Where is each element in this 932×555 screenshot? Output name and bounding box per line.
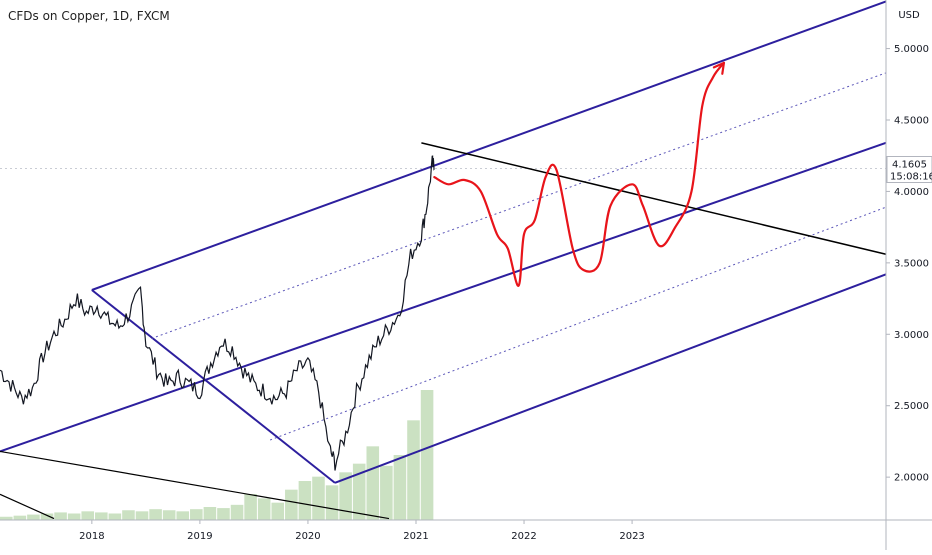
volume-bar — [0, 516, 13, 520]
volume-bar — [135, 511, 149, 520]
volume-bar — [257, 498, 271, 520]
volume-bar — [203, 507, 217, 520]
y-tick-label: 4.0000 — [894, 187, 929, 198]
x-tick-label: 2018 — [79, 531, 104, 542]
support-trendline — [0, 450, 390, 520]
y-tick-label: 2.5000 — [894, 401, 929, 412]
y-tick-label: 3.5000 — [894, 258, 929, 269]
volume-bar — [27, 514, 40, 520]
channel-dotted-line — [269, 206, 887, 441]
volume-bar — [95, 512, 108, 520]
chart-title: CFDs on Copper, 1D, FXCM — [6, 9, 172, 23]
channel-anchor-line — [91, 289, 336, 484]
volume-bar — [312, 476, 325, 520]
volume-bar — [420, 390, 434, 520]
projection-layer — [433, 61, 726, 287]
y-tick-label: 3.0000 — [894, 330, 929, 341]
projection-arrowhead — [712, 61, 726, 75]
volume-bar — [393, 455, 407, 520]
x-tick-label: 2023 — [619, 531, 644, 542]
y-tick-label: 4.5000 — [894, 116, 929, 127]
volume-bar — [244, 494, 257, 520]
volume-bar — [190, 509, 203, 520]
y-tick-label: 5.0000 — [894, 44, 929, 55]
projection-path — [433, 61, 725, 287]
volume-bar — [407, 420, 420, 520]
last-price-value: 4.1605 — [892, 160, 927, 171]
volume-bar — [108, 513, 122, 520]
volume-bar — [285, 489, 298, 520]
price-line — [0, 155, 435, 471]
volume-bar — [149, 509, 162, 520]
volume-bar — [13, 515, 27, 520]
volume-bar — [380, 465, 393, 520]
x-tick-label: 2021 — [403, 531, 428, 542]
volume-bar — [325, 485, 339, 520]
x-tick-label: 2019 — [187, 531, 212, 542]
volume-bar — [366, 446, 380, 520]
currency-label: USD — [898, 10, 920, 21]
bar-countdown: 15:08:16 — [890, 172, 932, 183]
x-tick-label: 2022 — [511, 531, 536, 542]
volume-bar — [81, 511, 95, 520]
price-layer — [0, 155, 435, 471]
channel-upper-line — [91, 0, 887, 291]
volume-bar — [67, 513, 81, 520]
volume-bar — [122, 510, 135, 520]
volume-bar — [339, 472, 352, 520]
volume-bar — [54, 512, 67, 520]
volume-bar — [176, 511, 190, 520]
volume-bar — [40, 513, 54, 520]
support-trendline — [0, 493, 55, 520]
y-tick-label: 2.0000 — [894, 473, 929, 484]
resistance-trendline — [421, 142, 887, 256]
x-tick-label: 2020 — [295, 531, 320, 542]
drawings-layer — [0, 0, 887, 520]
volume-bar — [271, 502, 285, 520]
volume-bar — [217, 508, 230, 520]
volume-bar — [298, 481, 312, 520]
channel-lower-line — [334, 273, 887, 484]
volume-layer — [0, 390, 434, 520]
channel-middle-line — [0, 141, 887, 453]
channel-dotted-line — [151, 72, 887, 340]
last-price-badge — [886, 156, 932, 183]
volume-bar — [352, 463, 366, 520]
volume-bar — [230, 504, 244, 520]
volume-bar — [162, 510, 176, 520]
